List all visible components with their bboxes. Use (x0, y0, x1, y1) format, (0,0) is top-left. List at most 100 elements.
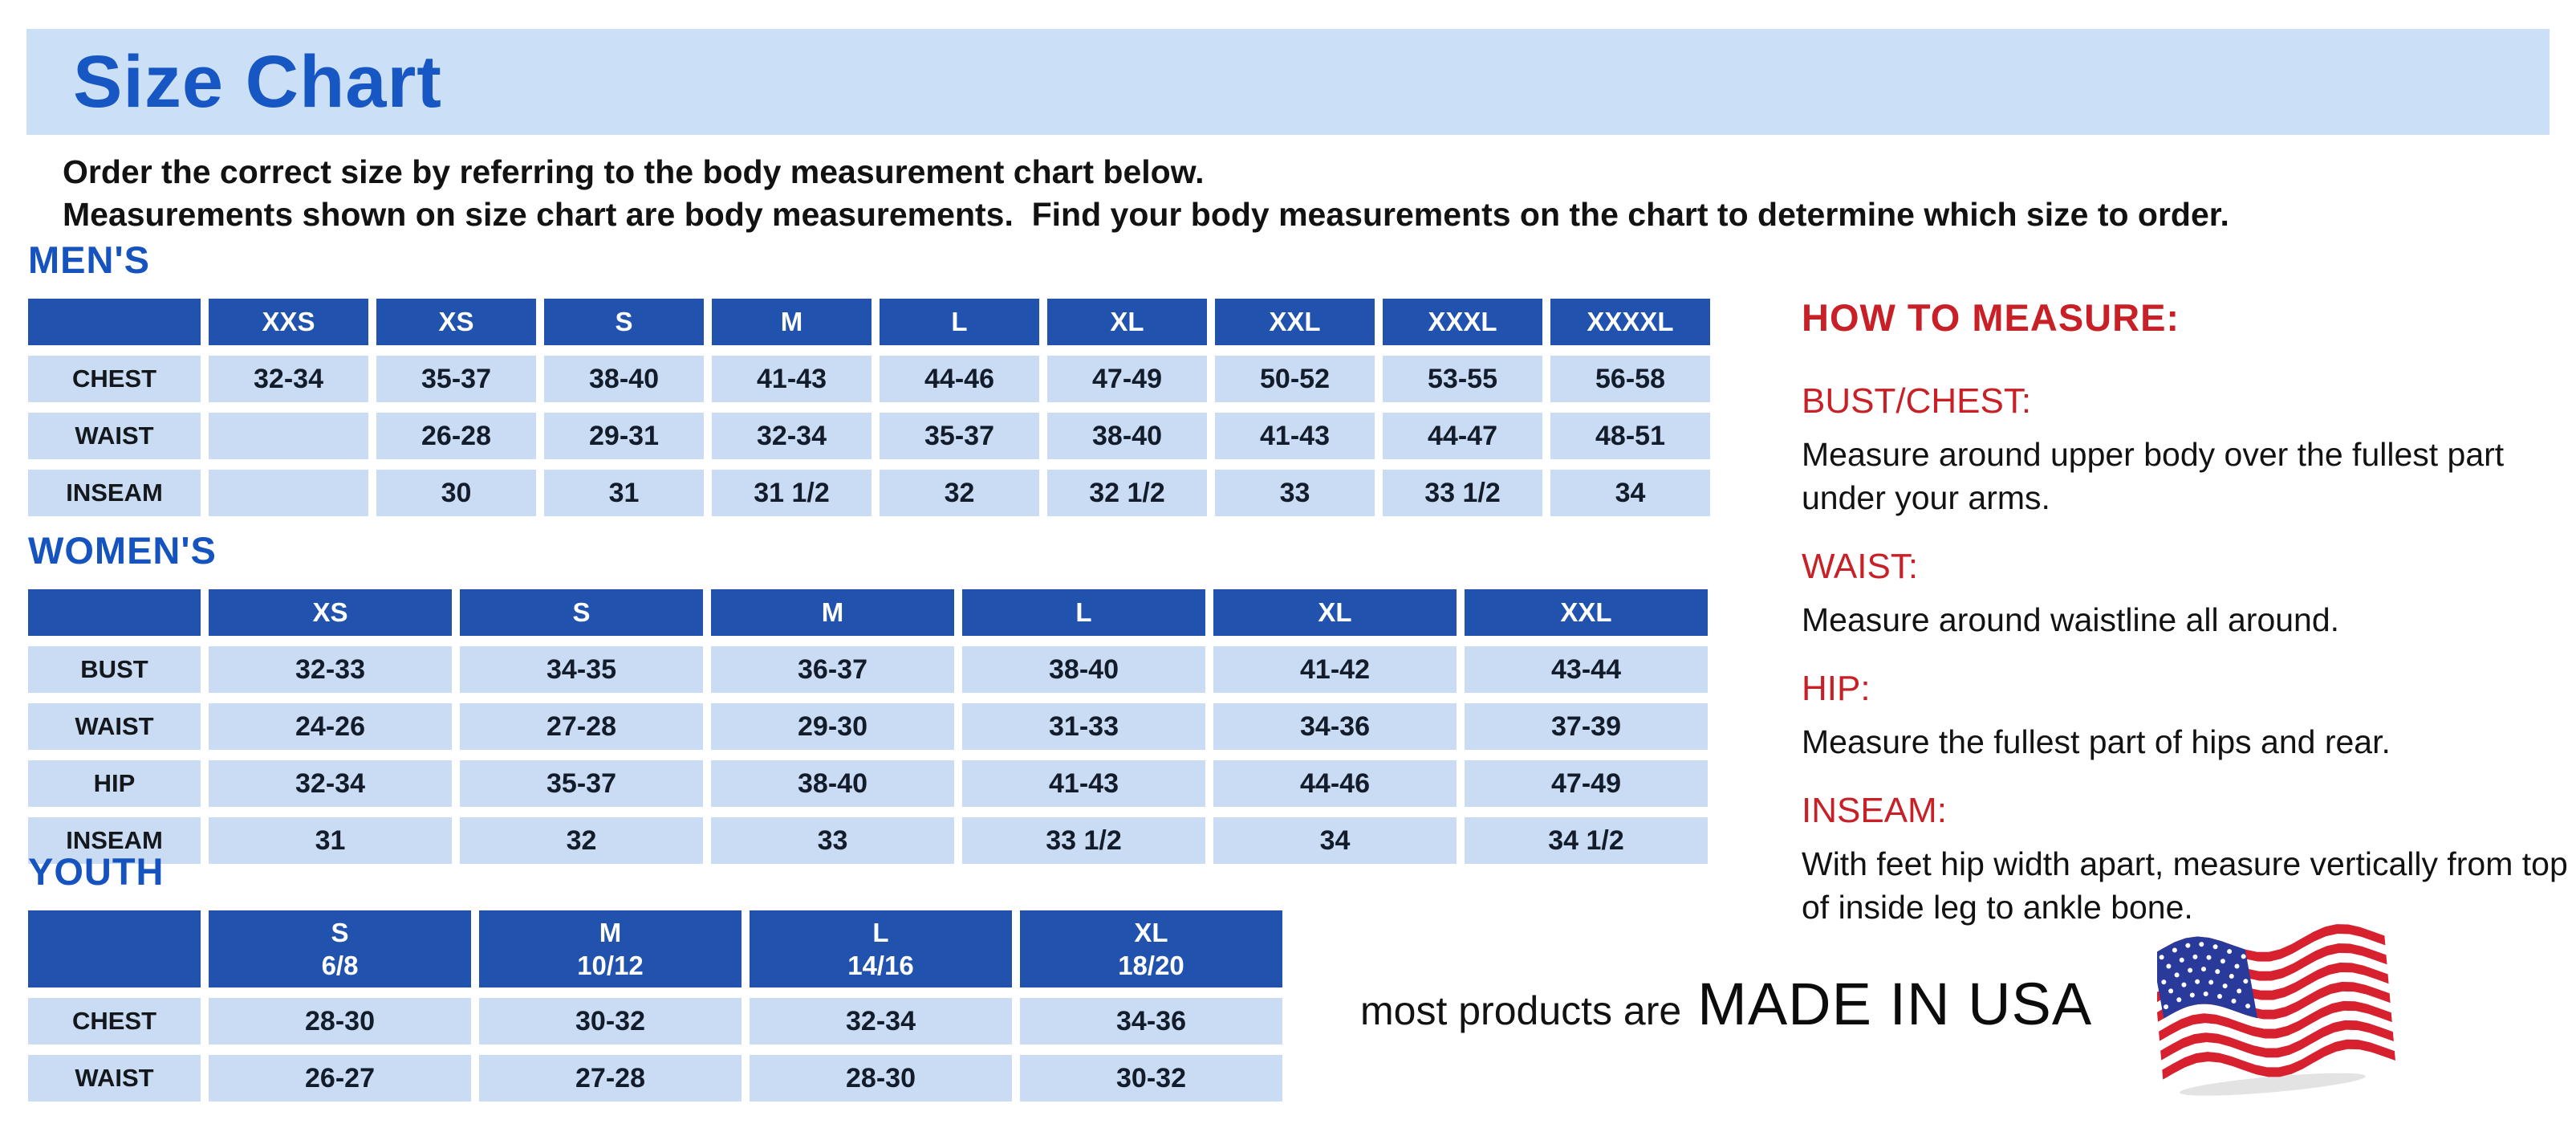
mens-table-row: CHEST 32-34 35-37 38-40 41-43 44-46 47-49 50-52… (28, 356, 1710, 402)
us-flag-icon (2151, 909, 2406, 1101)
intro-paragraph: Order the correct size by referring to t… (63, 151, 2229, 236)
womens-size-value-cell: 31-33 (962, 703, 1205, 750)
womens-size-col-header: XL (1213, 589, 1457, 636)
womens-size-value-cell: 47-49 (1465, 760, 1708, 807)
mens-size-col-header: XXS (209, 299, 368, 345)
mens-header-row: XXS XS S M L XL XXL XXXL XXXXL (28, 299, 1710, 345)
mens-size-value-cell: 31 (544, 470, 704, 516)
mens-size-value-cell: 35-37 (880, 413, 1039, 459)
mens-size-value-cell: 56-58 (1550, 356, 1710, 402)
womens-size-value-cell: 43-44 (1465, 646, 1708, 693)
youth-size-col-header: L 14/16 (750, 910, 1012, 987)
mens-size-col-header: XS (376, 299, 536, 345)
womens-size-value-cell: 33 1/2 (962, 817, 1205, 864)
womens-size-value-cell: 27-28 (460, 703, 703, 750)
mens-table-row: WAIST 26-28 29-31 32-34 35-37 38-40 41-43 44-47… (28, 413, 1710, 459)
made-in-prefix: most products are (1360, 988, 1682, 1033)
mens-size-col-header: XXXXL (1550, 299, 1710, 345)
mens-row-label-cell: INSEAM (28, 470, 201, 516)
womens-size-value-cell: 41-42 (1213, 646, 1457, 693)
measure-label: WAIST: (1802, 547, 1919, 586)
mens-size-value-cell (209, 413, 368, 459)
intro-line-1: Order the correct size by referring to t… (63, 153, 1205, 190)
mens-size-value-cell: 32-34 (712, 413, 872, 459)
mens-corner-cell (28, 299, 201, 345)
mens-size-value-cell: 50-52 (1215, 356, 1375, 402)
youth-header-row: S 6/8 M 10/12 L 14/16 XL 18/20 (28, 910, 1282, 987)
womens-table-row: HIP 32-34 35-37 38-40 41-43 44-46 47-49 (28, 760, 1708, 807)
how-to-measure-panel: HOW TO MEASURE: BUST/CHEST: Measure aroun… (1802, 295, 2576, 956)
mens-row-label-cell: CHEST (28, 356, 201, 402)
youth-size-value-cell: 30-32 (1020, 1055, 1282, 1101)
mens-size-value-cell: 33 (1215, 470, 1375, 516)
womens-header-row: XS S M L XL XXL (28, 589, 1708, 636)
youth-table-row: CHEST 28-30 30-32 32-34 34-36 (28, 998, 1282, 1044)
womens-size-col-header: XS (209, 589, 452, 636)
womens-table-row: INSEAM 31 32 33 33 1/2 34 34 1/2 (28, 817, 1708, 864)
womens-size-value-cell: 44-46 (1213, 760, 1457, 807)
youth-size-value-cell: 28-30 (750, 1055, 1012, 1101)
mens-size-value-cell: 26-28 (376, 413, 536, 459)
womens-size-value-cell: 32 (460, 817, 703, 864)
youth-row-label-cell: CHEST (28, 998, 201, 1044)
mens-section: MEN'S XXS XS S M L XL XXL XXXL XXXXL CHEST 32-34 35… (28, 238, 1718, 527)
youth-size-value-cell: 32-34 (750, 998, 1012, 1044)
womens-table-row: BUST 32-33 34-35 36-37 38-40 41-42 43-44 (28, 646, 1708, 693)
womens-size-value-cell: 34 (1213, 817, 1457, 864)
womens-table-row: WAIST 24-26 27-28 29-30 31-33 34-36 37-39 (28, 703, 1708, 750)
mens-size-col-header: S (544, 299, 704, 345)
mens-size-value-cell: 41-43 (712, 356, 872, 402)
mens-size-col-header: L (880, 299, 1039, 345)
womens-size-value-cell: 37-39 (1465, 703, 1708, 750)
womens-row-label-cell: WAIST (28, 703, 201, 750)
mens-size-value-cell: 31 1/2 (712, 470, 872, 516)
mens-size-value-cell: 32 (880, 470, 1039, 516)
womens-row-label-cell: HIP (28, 760, 201, 807)
youth-size-value-cell: 27-28 (479, 1055, 742, 1101)
womens-size-table: XS S M L XL XXL BUST 32-33 34-35 36-37 38-40 41-42 4… (20, 579, 1716, 874)
mens-size-value-cell: 32-34 (209, 356, 368, 402)
youth-row-label-cell: WAIST (28, 1055, 201, 1101)
youth-section: YOUTH S 6/8 M 10/12 L 14/16 XL 18/20 CHEST 28… (28, 849, 1290, 1112)
womens-corner-cell (28, 589, 201, 636)
intro-line-2: Measurements shown on size chart are bod… (63, 196, 2229, 233)
womens-row-label-cell: BUST (28, 646, 201, 693)
womens-row-label-cell: INSEAM (28, 817, 201, 864)
mens-size-value-cell: 33 1/2 (1383, 470, 1542, 516)
youth-size-col-header: M 10/12 (479, 910, 742, 987)
measure-label: INSEAM: (1802, 791, 1947, 830)
mens-size-value-cell: 53-55 (1383, 356, 1542, 402)
youth-size-value-cell: 26-27 (209, 1055, 471, 1101)
youth-size-table: S 6/8 M 10/12 L 14/16 XL 18/20 CHEST 28-30 30-… (20, 900, 1290, 1112)
mens-size-value-cell: 29-31 (544, 413, 704, 459)
womens-size-value-cell: 32-33 (209, 646, 452, 693)
mens-size-value-cell: 32 1/2 (1047, 470, 1207, 516)
mens-size-table: XXS XS S M L XL XXL XXXL XXXXL CHEST 32-34 35-37 38-… (20, 288, 1718, 527)
mens-heading: MEN'S (28, 238, 150, 281)
womens-size-value-cell: 24-26 (209, 703, 452, 750)
womens-size-value-cell: 38-40 (711, 760, 954, 807)
how-to-measure-sections: BUST/CHEST: Measure around upper body ove… (1802, 381, 2576, 929)
mens-size-value-cell: 30 (376, 470, 536, 516)
mens-table-row: INSEAM 30 31 31 1/2 32 32 1/2 33 33 1/2 34 (28, 470, 1710, 516)
mens-size-value-cell: 47-49 (1047, 356, 1207, 402)
womens-size-value-cell: 34 1/2 (1465, 817, 1708, 864)
womens-section: WOMEN'S XS S M L XL XXL BUST 32-33 34-35 36-37 38-… (28, 528, 1716, 874)
how-to-measure-title: HOW TO MEASURE: (1802, 296, 2180, 339)
mens-size-value-cell: 35-37 (376, 356, 536, 402)
womens-size-col-header: M (711, 589, 954, 636)
womens-size-col-header: XXL (1465, 589, 1708, 636)
measure-text: Measure the fullest part of hips and rea… (1802, 723, 2391, 760)
womens-size-value-cell: 32-34 (209, 760, 452, 807)
womens-heading: WOMEN'S (28, 529, 217, 572)
youth-heading: YOUTH (28, 850, 165, 893)
youth-size-value-cell: 28-30 (209, 998, 471, 1044)
womens-size-value-cell: 29-30 (711, 703, 954, 750)
youth-size-value-cell: 34-36 (1020, 998, 1282, 1044)
womens-size-value-cell: 33 (711, 817, 954, 864)
womens-size-value-cell: 31 (209, 817, 452, 864)
youth-table-row: WAIST 26-27 27-28 28-30 30-32 (28, 1055, 1282, 1101)
mens-size-col-header: XL (1047, 299, 1207, 345)
youth-size-value-cell: 30-32 (479, 998, 742, 1044)
youth-corner-cell (28, 910, 201, 987)
